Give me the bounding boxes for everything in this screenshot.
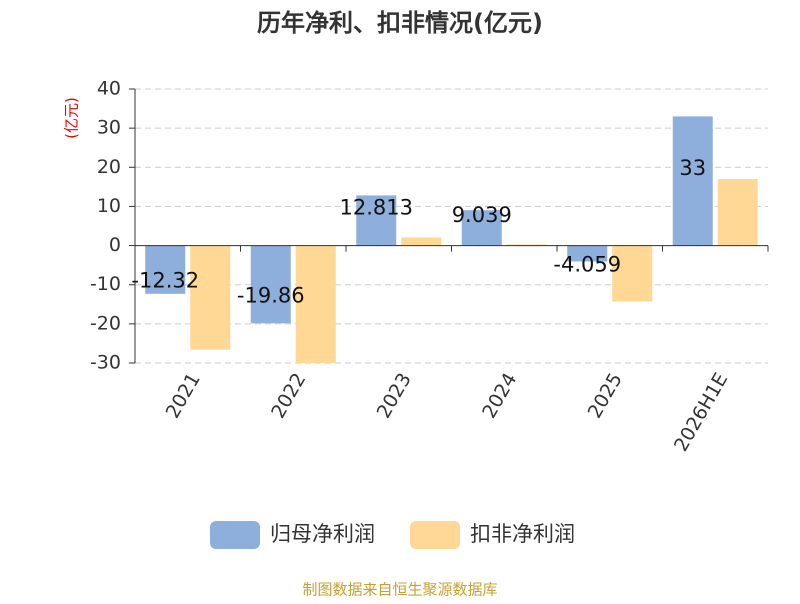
y-tick-label: -30 [90, 352, 121, 374]
y-tick-label: -20 [90, 312, 121, 334]
bar [190, 245, 231, 350]
x-tick-label: 2025 [584, 369, 627, 422]
data-label: -4.059 [553, 253, 621, 277]
y-tick-label: -10 [90, 273, 121, 295]
bar [250, 245, 291, 324]
y-tick-label: 10 [97, 195, 121, 217]
bar [612, 245, 653, 302]
x-tick-label: 2022 [267, 369, 310, 422]
x-tick-label: 2024 [478, 369, 521, 422]
bar [567, 245, 608, 262]
data-label: -12.32 [131, 269, 199, 293]
bar [461, 210, 502, 246]
legend-swatch [210, 521, 260, 549]
legend-swatch [410, 521, 460, 549]
data-label: 9.039 [452, 203, 512, 227]
bar [717, 179, 758, 246]
y-tick-label: 0 [109, 234, 121, 256]
bar [506, 244, 547, 246]
chart-title: 历年净利、扣非情况(亿元) [257, 9, 543, 37]
y-tick-label: 20 [97, 156, 121, 178]
x-tick-label: 2026H1E [670, 369, 732, 455]
bar [295, 245, 336, 363]
data-label: -19.86 [237, 283, 305, 307]
x-tick-label: 2021 [162, 369, 205, 422]
bar [356, 195, 397, 246]
y-tick-label: 40 [97, 78, 121, 100]
bar [672, 116, 713, 246]
data-label: 33 [679, 156, 706, 180]
bar [401, 237, 442, 246]
y-tick-label: 30 [97, 117, 121, 139]
bar [145, 245, 186, 294]
legend-label: 归母净利润 [270, 522, 375, 546]
x-tick-label: 2023 [373, 369, 416, 422]
source-note: 制图数据来自恒生聚源数据库 [302, 581, 497, 599]
y-axis-label: (亿元) [63, 97, 81, 139]
data-label: 12.813 [340, 195, 413, 219]
legend-label: 扣非净利润 [470, 522, 575, 546]
